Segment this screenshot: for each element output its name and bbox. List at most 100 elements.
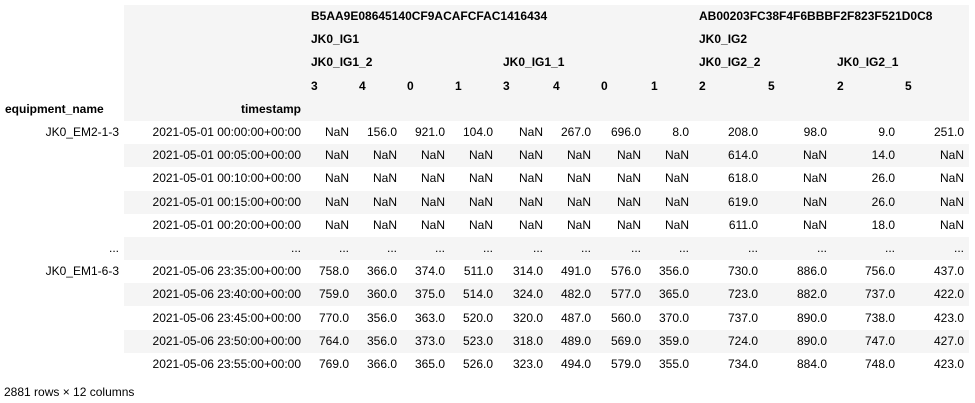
table-row: JK0_EM1-6-3 2021-05-06 23:35:00+00:00 758.… <box>0 260 969 284</box>
header-blank <box>450 97 498 121</box>
table-cell: NaN <box>306 190 354 214</box>
column-header: 1 <box>646 74 694 98</box>
table-cell: NaN <box>354 190 402 214</box>
column-header: 3 <box>498 74 548 98</box>
row-index-equipment <box>0 283 124 307</box>
row-index-equipment <box>0 144 124 168</box>
header-blank <box>0 74 124 98</box>
table-cell: NaN <box>372 217 397 232</box>
header-row-level2: JK0_IG1_2 JK0_IG1_1 JK0_IG2_2 JK0_IG2_1 <box>0 51 969 75</box>
table-cell: NaN <box>420 171 445 186</box>
row-index-timestamp: 2021-05-01 00:15:00+00:00 <box>124 190 306 214</box>
table-cell: 514.0 <box>450 283 498 307</box>
table-cell: NaN <box>802 171 827 186</box>
header-blank <box>124 28 306 52</box>
index-name-timestamp: timestamp <box>124 97 306 121</box>
column-header: 4 <box>354 74 402 98</box>
table-row: ........................................… <box>0 236 969 261</box>
table-cell: 764.0 <box>306 329 354 353</box>
table-cell: 758.0 <box>318 264 349 279</box>
table-cell: NaN <box>900 144 969 168</box>
table-cell: 374.0 <box>414 264 445 279</box>
table-cell: NaN <box>900 190 969 214</box>
table-cell: NaN <box>939 217 964 232</box>
table-cell: 366.0 <box>366 264 397 279</box>
table-cell: NaN <box>664 171 689 186</box>
row-index-equipment: ... <box>0 236 124 261</box>
table-cell: 730.0 <box>727 264 758 279</box>
header-blank <box>548 97 596 121</box>
table-cell: ... <box>402 236 450 261</box>
table-cell: ... <box>596 236 646 261</box>
table-cell: NaN <box>420 217 445 232</box>
table-cell: 921.0 <box>414 125 445 140</box>
table-cell: 491.0 <box>560 264 591 279</box>
table-cell: NaN <box>518 217 543 232</box>
table-cell: 98.0 <box>803 125 827 140</box>
header-blank <box>354 97 402 121</box>
row-index-equipment: JK0_EM1-6-3 <box>0 260 124 284</box>
table-cell: NaN <box>664 217 689 232</box>
table-cell: NaN <box>596 144 646 168</box>
dataframe-table: B5AA9E08645140CF9ACAFCFAC1416434 AB00203… <box>0 5 969 376</box>
table-cell: 890.0 <box>763 329 832 353</box>
table-cell: 360.0 <box>354 283 402 307</box>
column-group-header: JK0_IG2 <box>694 28 969 52</box>
table-row: JK0_EM2-1-3 2021-05-01 00:00:00+00:00 NaN 1… <box>0 120 969 145</box>
column-header: 5 <box>900 74 969 98</box>
table-cell: 423.0 <box>933 310 964 325</box>
table-cell: NaN <box>324 217 349 232</box>
table-cell: NaN <box>518 125 543 140</box>
row-index-equipment <box>0 306 124 330</box>
table-cell: NaN <box>518 171 543 186</box>
table-cell: 356.0 <box>366 310 397 325</box>
table-cell: ... <box>646 236 694 261</box>
table-cell: ... <box>450 236 498 261</box>
table-cell: 355.0 <box>658 356 689 371</box>
table-cell: 324.0 <box>498 283 548 307</box>
table-cell: ... <box>900 236 969 261</box>
table-cell: 494.0 <box>560 356 591 371</box>
row-count-footer: 2881 rows × 12 columns <box>4 385 135 399</box>
table-cell: 724.0 <box>694 329 763 353</box>
header-blank <box>306 97 354 121</box>
table-cell: ... <box>354 236 402 261</box>
column-header: 3 <box>306 74 354 98</box>
table-cell: 611.0 <box>728 217 758 232</box>
column-header: 2 <box>694 74 763 98</box>
table-cell: 8.0 <box>672 125 689 140</box>
table-row: 2021-05-06 23:45:00+00:00 770.0 356.0 363.0… <box>0 306 969 330</box>
table-cell: 619.0 <box>694 190 763 214</box>
table-cell: NaN <box>306 144 354 168</box>
table-cell: 366.0 <box>366 356 397 371</box>
header-blank <box>0 5 124 29</box>
table-cell: 882.0 <box>763 283 832 307</box>
table-cell: NaN <box>763 190 832 214</box>
row-index-equipment <box>0 167 124 191</box>
header-row-level3: 3 4 0 1 3 4 0 1 2 5 2 5 <box>0 74 969 98</box>
header-blank <box>124 74 306 98</box>
table-cell: 373.0 <box>402 329 450 353</box>
table-cell: ... <box>694 236 763 261</box>
row-index-timestamp: 2021-05-06 23:35:00+00:00 <box>152 264 301 279</box>
table-cell: 422.0 <box>900 283 969 307</box>
header-blank <box>694 97 763 121</box>
table-cell: 576.0 <box>610 264 641 279</box>
table-cell: NaN <box>646 144 694 168</box>
table-cell: 365.0 <box>414 356 445 371</box>
table-cell: NaN <box>548 190 596 214</box>
table-cell: 723.0 <box>694 283 763 307</box>
column-group-header: JK0_IG1 <box>306 28 694 52</box>
table-cell: 437.0 <box>933 264 964 279</box>
table-header: B5AA9E08645140CF9ACAFCFAC1416434 AB00203… <box>0 5 969 121</box>
table-cell: 18.0 <box>871 217 895 232</box>
table-cell: 323.0 <box>512 356 543 371</box>
table-cell: 569.0 <box>596 329 646 353</box>
table-cell: NaN <box>498 190 548 214</box>
table-cell: NaN <box>763 144 832 168</box>
table-cell: 427.0 <box>900 329 969 353</box>
row-index-timestamp: 2021-05-01 00:00:00+00:00 <box>152 125 301 140</box>
table-cell: NaN <box>324 125 349 140</box>
table-cell: 511.0 <box>463 264 493 279</box>
column-header: 0 <box>402 74 450 98</box>
